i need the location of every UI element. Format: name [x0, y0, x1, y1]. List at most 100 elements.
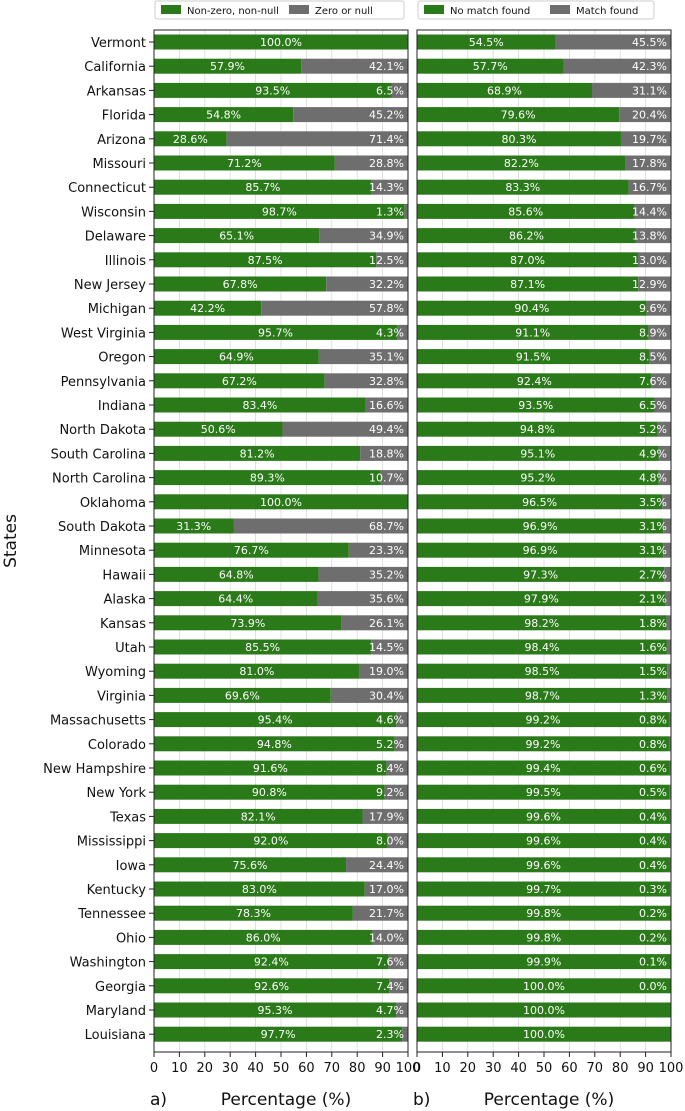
bar-value-label: 99.2%	[526, 738, 561, 751]
bar-value-label: 90.8%	[252, 786, 287, 799]
bar-segment-secondary	[625, 155, 671, 171]
bar-value-label: 7.4%	[376, 980, 404, 993]
bar-segment-primary	[154, 349, 319, 365]
bar-segment-primary	[417, 712, 669, 728]
state-label: Kansas	[100, 617, 146, 632]
bar-segment-primary	[417, 687, 668, 703]
bar-segment-primary	[417, 542, 664, 558]
bar-segment-secondary	[658, 445, 671, 461]
bar-value-label: 2.7%	[639, 568, 667, 581]
bar-value-label: 99.2%	[526, 714, 561, 727]
bar-segment-secondary	[318, 566, 408, 582]
bar-value-label: 99.6%	[526, 835, 561, 848]
state-label: Utah	[115, 641, 146, 656]
bar-segment-secondary	[326, 276, 408, 292]
legend-swatch	[550, 5, 570, 14]
bar-value-label: 57.9%	[210, 60, 245, 73]
bar-value-label: 4.3%	[376, 326, 404, 339]
state-label: Arizona	[97, 133, 146, 148]
state-label: Oklahoma	[80, 496, 146, 511]
state-label: Colorado	[88, 738, 146, 753]
bar-value-label: 12.9%	[632, 278, 667, 291]
bar-segment-secondary	[360, 445, 408, 461]
state-label: California	[84, 60, 146, 75]
bar-value-label: 99.8%	[526, 907, 561, 920]
x-tick-label: 80	[349, 1061, 366, 1076]
x-tick-label: 100	[659, 1061, 684, 1076]
bar-value-label: 82.2%	[504, 157, 539, 170]
bar-segment-primary	[417, 228, 636, 244]
bar-value-label: 0.4%	[639, 859, 667, 872]
bar-segment-secondary	[628, 179, 671, 195]
panel-a: 100.0% 57.9% 42.1% 93.5% 6.5% 54.8% 45.2% 28.6%…	[150, 0, 421, 1110]
bar-value-label: 95.1%	[520, 447, 555, 460]
bar-value-label: 73.9%	[230, 617, 265, 630]
bar-value-label: 85.5%	[245, 641, 280, 654]
bar-value-label: 91.6%	[253, 762, 288, 775]
bar-segment-secondary	[666, 639, 671, 655]
bar-value-label: 78.3%	[236, 907, 271, 920]
bar-value-label: 21.7%	[369, 907, 404, 920]
bar-value-label: 14.4%	[632, 205, 667, 218]
bar-segment-secondary	[341, 615, 408, 631]
bar-segment-secondary	[387, 833, 408, 849]
x-tick-label: 70	[324, 1061, 341, 1076]
bar-value-label: 94.8%	[257, 738, 292, 751]
bar-value-label: 92.4%	[517, 375, 552, 388]
bar-segment-primary	[417, 615, 667, 631]
bar-value-label: 98.7%	[525, 689, 560, 702]
state-label: Illinois	[105, 254, 146, 269]
x-tick-label: 10	[171, 1061, 188, 1076]
legend-label: Non-zero, non-null	[187, 6, 279, 17]
legend-label: No match found	[450, 6, 530, 17]
bar-value-label: 20.4%	[632, 109, 667, 122]
bar-segment-primary	[154, 784, 385, 800]
legend: Non-zero, non-null Zero or null	[154, 0, 405, 20]
bar-segment-primary	[154, 591, 318, 607]
legend: No match found Match found	[417, 0, 655, 20]
bar-value-label: 0.0%	[639, 980, 667, 993]
bar-segment-secondary	[391, 82, 408, 98]
bar-value-label: 64.4%	[218, 593, 253, 606]
bar-value-label: 99.9%	[526, 956, 561, 969]
bar-value-label: 68.9%	[487, 84, 522, 97]
bar-segment-secondary	[592, 82, 671, 98]
bar-value-label: 0.8%	[639, 714, 667, 727]
bar-segment-secondary	[663, 542, 671, 558]
bar-value-label: 49.4%	[369, 423, 404, 436]
bar-value-label: 26.1%	[369, 617, 404, 630]
bar-segment-secondary	[663, 518, 671, 534]
bar-value-label: 23.3%	[369, 544, 404, 557]
bar-segment-primary	[154, 58, 302, 74]
state-label: Missouri	[92, 157, 146, 172]
state-label: New Hampshire	[43, 762, 146, 777]
bar-segment-secondary	[384, 784, 408, 800]
x-tick-label: 80	[612, 1061, 629, 1076]
bar-segment-secondary	[371, 639, 408, 655]
bar-value-label: 95.7%	[258, 326, 293, 339]
bar-value-label: 96.9%	[523, 520, 558, 533]
bar-segment-secondary	[654, 397, 671, 413]
bar-value-label: 4.6%	[376, 714, 404, 727]
bar-value-label: 67.8%	[223, 278, 258, 291]
x-tick-label: 30	[222, 1061, 239, 1076]
bar-segment-primary	[154, 736, 395, 752]
bar-segment-primary	[417, 518, 664, 534]
bar-value-label: 98.7%	[262, 205, 297, 218]
x-tick-label: 40	[247, 1061, 264, 1076]
x-tick-label: 100	[396, 1061, 421, 1076]
bar-value-label: 100.0%	[523, 1004, 565, 1017]
bar-value-label: 31.3%	[176, 520, 211, 533]
bar-segment-primary	[154, 978, 390, 994]
bar-segment-secondary	[563, 58, 671, 74]
bar-value-label: 93.5%	[518, 399, 553, 412]
legend-swatch	[424, 5, 444, 14]
bar-value-label: 0.8%	[639, 738, 667, 751]
bar-value-label: 42.3%	[632, 60, 667, 73]
bar-segment-primary	[154, 905, 353, 921]
bar-segment-primary	[417, 300, 647, 316]
bar-segment-secondary	[638, 276, 671, 292]
bar-segment-secondary	[665, 591, 671, 607]
bar-value-label: 14.3%	[369, 181, 404, 194]
state-label: Virginia	[97, 689, 146, 704]
